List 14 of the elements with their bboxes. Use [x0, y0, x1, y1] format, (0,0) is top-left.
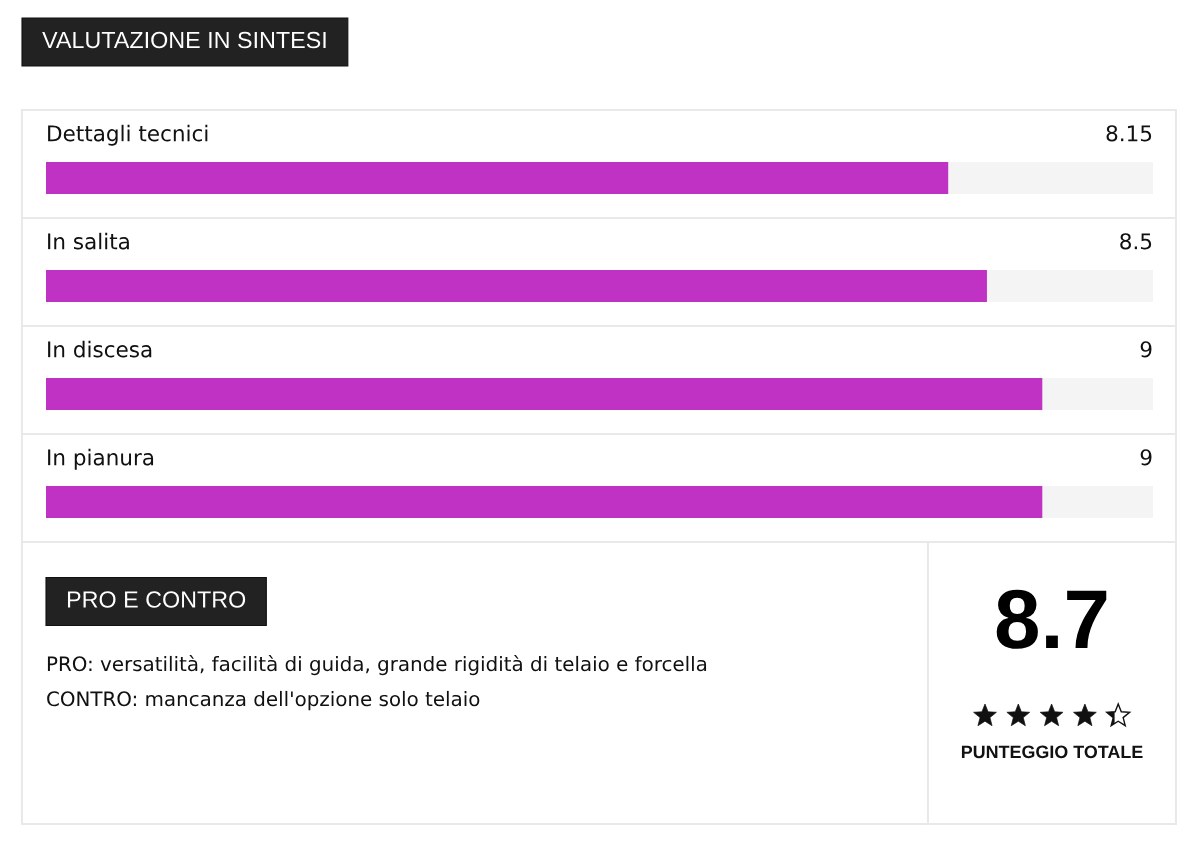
category-label: In salita: [48, 232, 129, 250]
category-label: PUNTEGGIO TOTALE: [961, 745, 1143, 759]
category-label: In discesa: [48, 340, 152, 358]
data-label: 9: [1140, 449, 1152, 466]
category-label: Dettagli tecnici: [48, 124, 208, 146]
text: PRO E CONTRO: [67, 591, 246, 608]
data-label: 9: [1140, 341, 1152, 358]
data-label: 8.15: [1106, 125, 1152, 142]
chart-title: VALUTAZIONE IN SINTESI: [42, 31, 326, 49]
text: CONTRO: mancanza dell'opzione solo telaio: [47, 690, 480, 711]
category-label: In pianura: [48, 448, 154, 470]
text: PRO: versatilità, facilità di guida, grande rigidità di telaio e forcella: [47, 655, 707, 676]
data-label: 8.5: [1120, 233, 1152, 250]
data-label: 8.7: [996, 589, 1107, 649]
